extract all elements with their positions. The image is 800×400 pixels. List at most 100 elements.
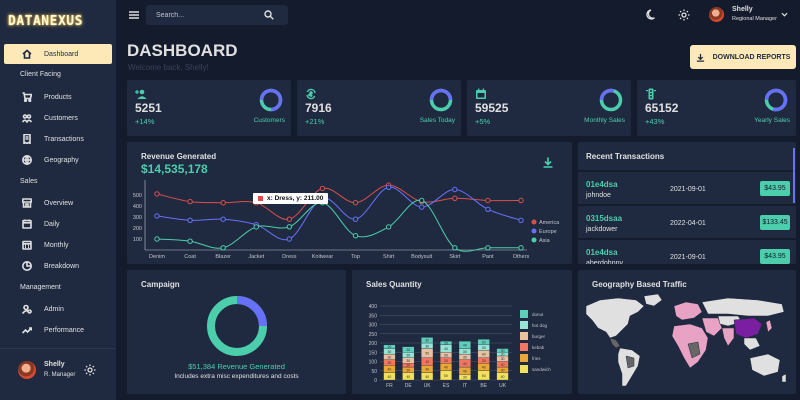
bar-value-label: 40 (444, 366, 448, 370)
bar-value-label: 30 (501, 357, 505, 361)
data-point (419, 197, 425, 204)
calendar-icon (476, 88, 486, 99)
revenue-card: Revenue Generated $14,535,178 100 200 300 4… (127, 142, 572, 264)
avatar[interactable] (709, 7, 724, 22)
bar-segment (383, 344, 396, 349)
data-point (154, 213, 160, 219)
y-tick-label: 200 (133, 226, 142, 232)
download-icon[interactable] (543, 157, 553, 168)
data-point (220, 216, 226, 222)
traffic-icon (646, 88, 656, 100)
transaction-cost-badge: $43.95 (760, 249, 790, 264)
sidebar-item-daily[interactable]: Daily (4, 214, 112, 234)
sales-quantity-bar-chart: 050100150200250300350400404030303020FR40… (369, 304, 552, 389)
progress-ring (259, 88, 283, 112)
bar-value-label: 30 (463, 376, 467, 380)
map-europe (673, 301, 703, 321)
data-point (253, 224, 259, 230)
series-line-europe (156, 186, 522, 241)
table-row[interactable]: 01e4dsa aberdohnny 2021-09-01 $43.95 (578, 242, 796, 264)
bar-value-label: 30 (482, 341, 486, 345)
sidebar-item-customers[interactable]: Customers (4, 108, 112, 128)
transaction-id: 0315dsaa (586, 214, 623, 223)
scrollbar[interactable] (793, 148, 795, 203)
section-sales: Sales (20, 178, 38, 185)
topbar-user-role: Regional Manager (732, 16, 777, 22)
revenue-title: Revenue Generated (141, 152, 217, 161)
revenue-amount: $14,535,178 (141, 162, 208, 176)
page-title: DASHBOARD (127, 41, 238, 60)
transaction-id: 01e4dsa (586, 180, 618, 189)
settings-icon[interactable] (678, 9, 690, 21)
legend-label: sandwich (532, 367, 551, 372)
y-tick-label: 0 (374, 378, 377, 384)
sidebar-item-transactions[interactable]: Transactions (4, 129, 112, 149)
bar-value-label: 30 (482, 346, 486, 350)
bar-value-label: 40 (425, 360, 429, 364)
y-tick-label: 400 (133, 204, 142, 210)
data-point (187, 198, 193, 205)
transaction-date: 2021-09-01 (670, 186, 706, 193)
data-point (452, 195, 458, 201)
sidebar-user: Shelly R. Manager (0, 348, 116, 392)
bar-value-label: 20 (501, 349, 505, 353)
ring-progress (429, 88, 453, 101)
campaign-revenue: $51,384 Revenue Generated (188, 362, 285, 371)
download-reports-button[interactable]: DOWNLOAD REPORTS (690, 45, 796, 69)
map-china (733, 317, 763, 339)
campaign-note: Includes extra misc expenditures and cos… (174, 373, 299, 380)
bar-value-label: 40 (444, 347, 448, 351)
sidebar-item-breakdown[interactable]: Breakdown (4, 256, 112, 276)
x-tick-label: Coat (184, 254, 196, 260)
person-add-icon (135, 89, 147, 99)
bar-value-label: 30 (406, 359, 410, 363)
x-tick-label: BE (480, 383, 487, 389)
data-point (220, 200, 226, 206)
stat-label: Monthly Sales (584, 117, 625, 124)
revenue-line-chart: 100 200 300 400 500 Denim Coat Blazer Jacket Dres… (133, 180, 560, 260)
y-tick-label: 350 (369, 313, 378, 319)
y-tick-label: 200 (369, 341, 378, 347)
data-point (319, 185, 326, 192)
legend-swatch (520, 354, 528, 362)
brand-logo[interactable]: DATANEXUS (8, 8, 83, 34)
chevron-down-icon[interactable] (781, 11, 788, 18)
dark-mode-icon[interactable] (646, 9, 658, 21)
data-point (187, 217, 193, 224)
transaction-cost-badge: $133.45 (760, 215, 790, 230)
table-row[interactable]: 0315dsaa jackdower 2022-04-01 $133.45 (578, 208, 796, 240)
sidebar-item-monthly[interactable]: Monthly (4, 235, 112, 255)
sidebar-item-label: Overview (44, 199, 74, 207)
stat-change: +43% (645, 117, 665, 126)
search-icon[interactable] (264, 10, 274, 20)
transaction-id: 01e4dsa (586, 248, 618, 257)
world-map[interactable] (578, 292, 796, 392)
sidebar-item-performance[interactable]: Performance (4, 320, 112, 340)
sales-quantity-card: Sales Quantity 0 50 100 150 200 250 300 350 400 4… (352, 270, 572, 394)
home-icon (22, 49, 32, 59)
sidebar-item-label: Geography (44, 156, 79, 164)
sidebar-item-products[interactable]: Products (4, 87, 112, 107)
topbar-user-name: Shelly (732, 6, 753, 13)
sidebar-item-overview[interactable]: Overview (4, 193, 112, 213)
bar-value-label: 30 (501, 368, 505, 372)
table-row[interactable]: 01e4dsa johndoe 2021-09-01 $43.95 (578, 174, 796, 206)
stat-value: 7916 (305, 101, 332, 115)
settings-icon[interactable] (84, 364, 96, 376)
stat-card-customers: 5251 +14% Customers (127, 80, 291, 136)
avatar[interactable] (18, 361, 36, 379)
legend-swatch (520, 310, 528, 318)
bar-segment (421, 337, 434, 344)
map-australia (749, 353, 781, 377)
sidebar-item-geography[interactable]: Geography (4, 150, 112, 170)
menu-icon[interactable] (128, 10, 140, 20)
bar-value-label: 40 (482, 353, 486, 357)
x-tick-label: Others (513, 254, 530, 260)
section-management: Management (20, 284, 61, 291)
bar-segment (496, 348, 509, 353)
bar-value-label: 30 (425, 344, 429, 348)
sidebar-item-dashboard[interactable]: Dashboard (4, 44, 112, 64)
sidebar-item-admin[interactable]: Admin (4, 299, 112, 319)
search-input[interactable] (156, 9, 256, 21)
stat-card-yearly-sales: 65152 +43% Yearly Sales (637, 80, 796, 136)
